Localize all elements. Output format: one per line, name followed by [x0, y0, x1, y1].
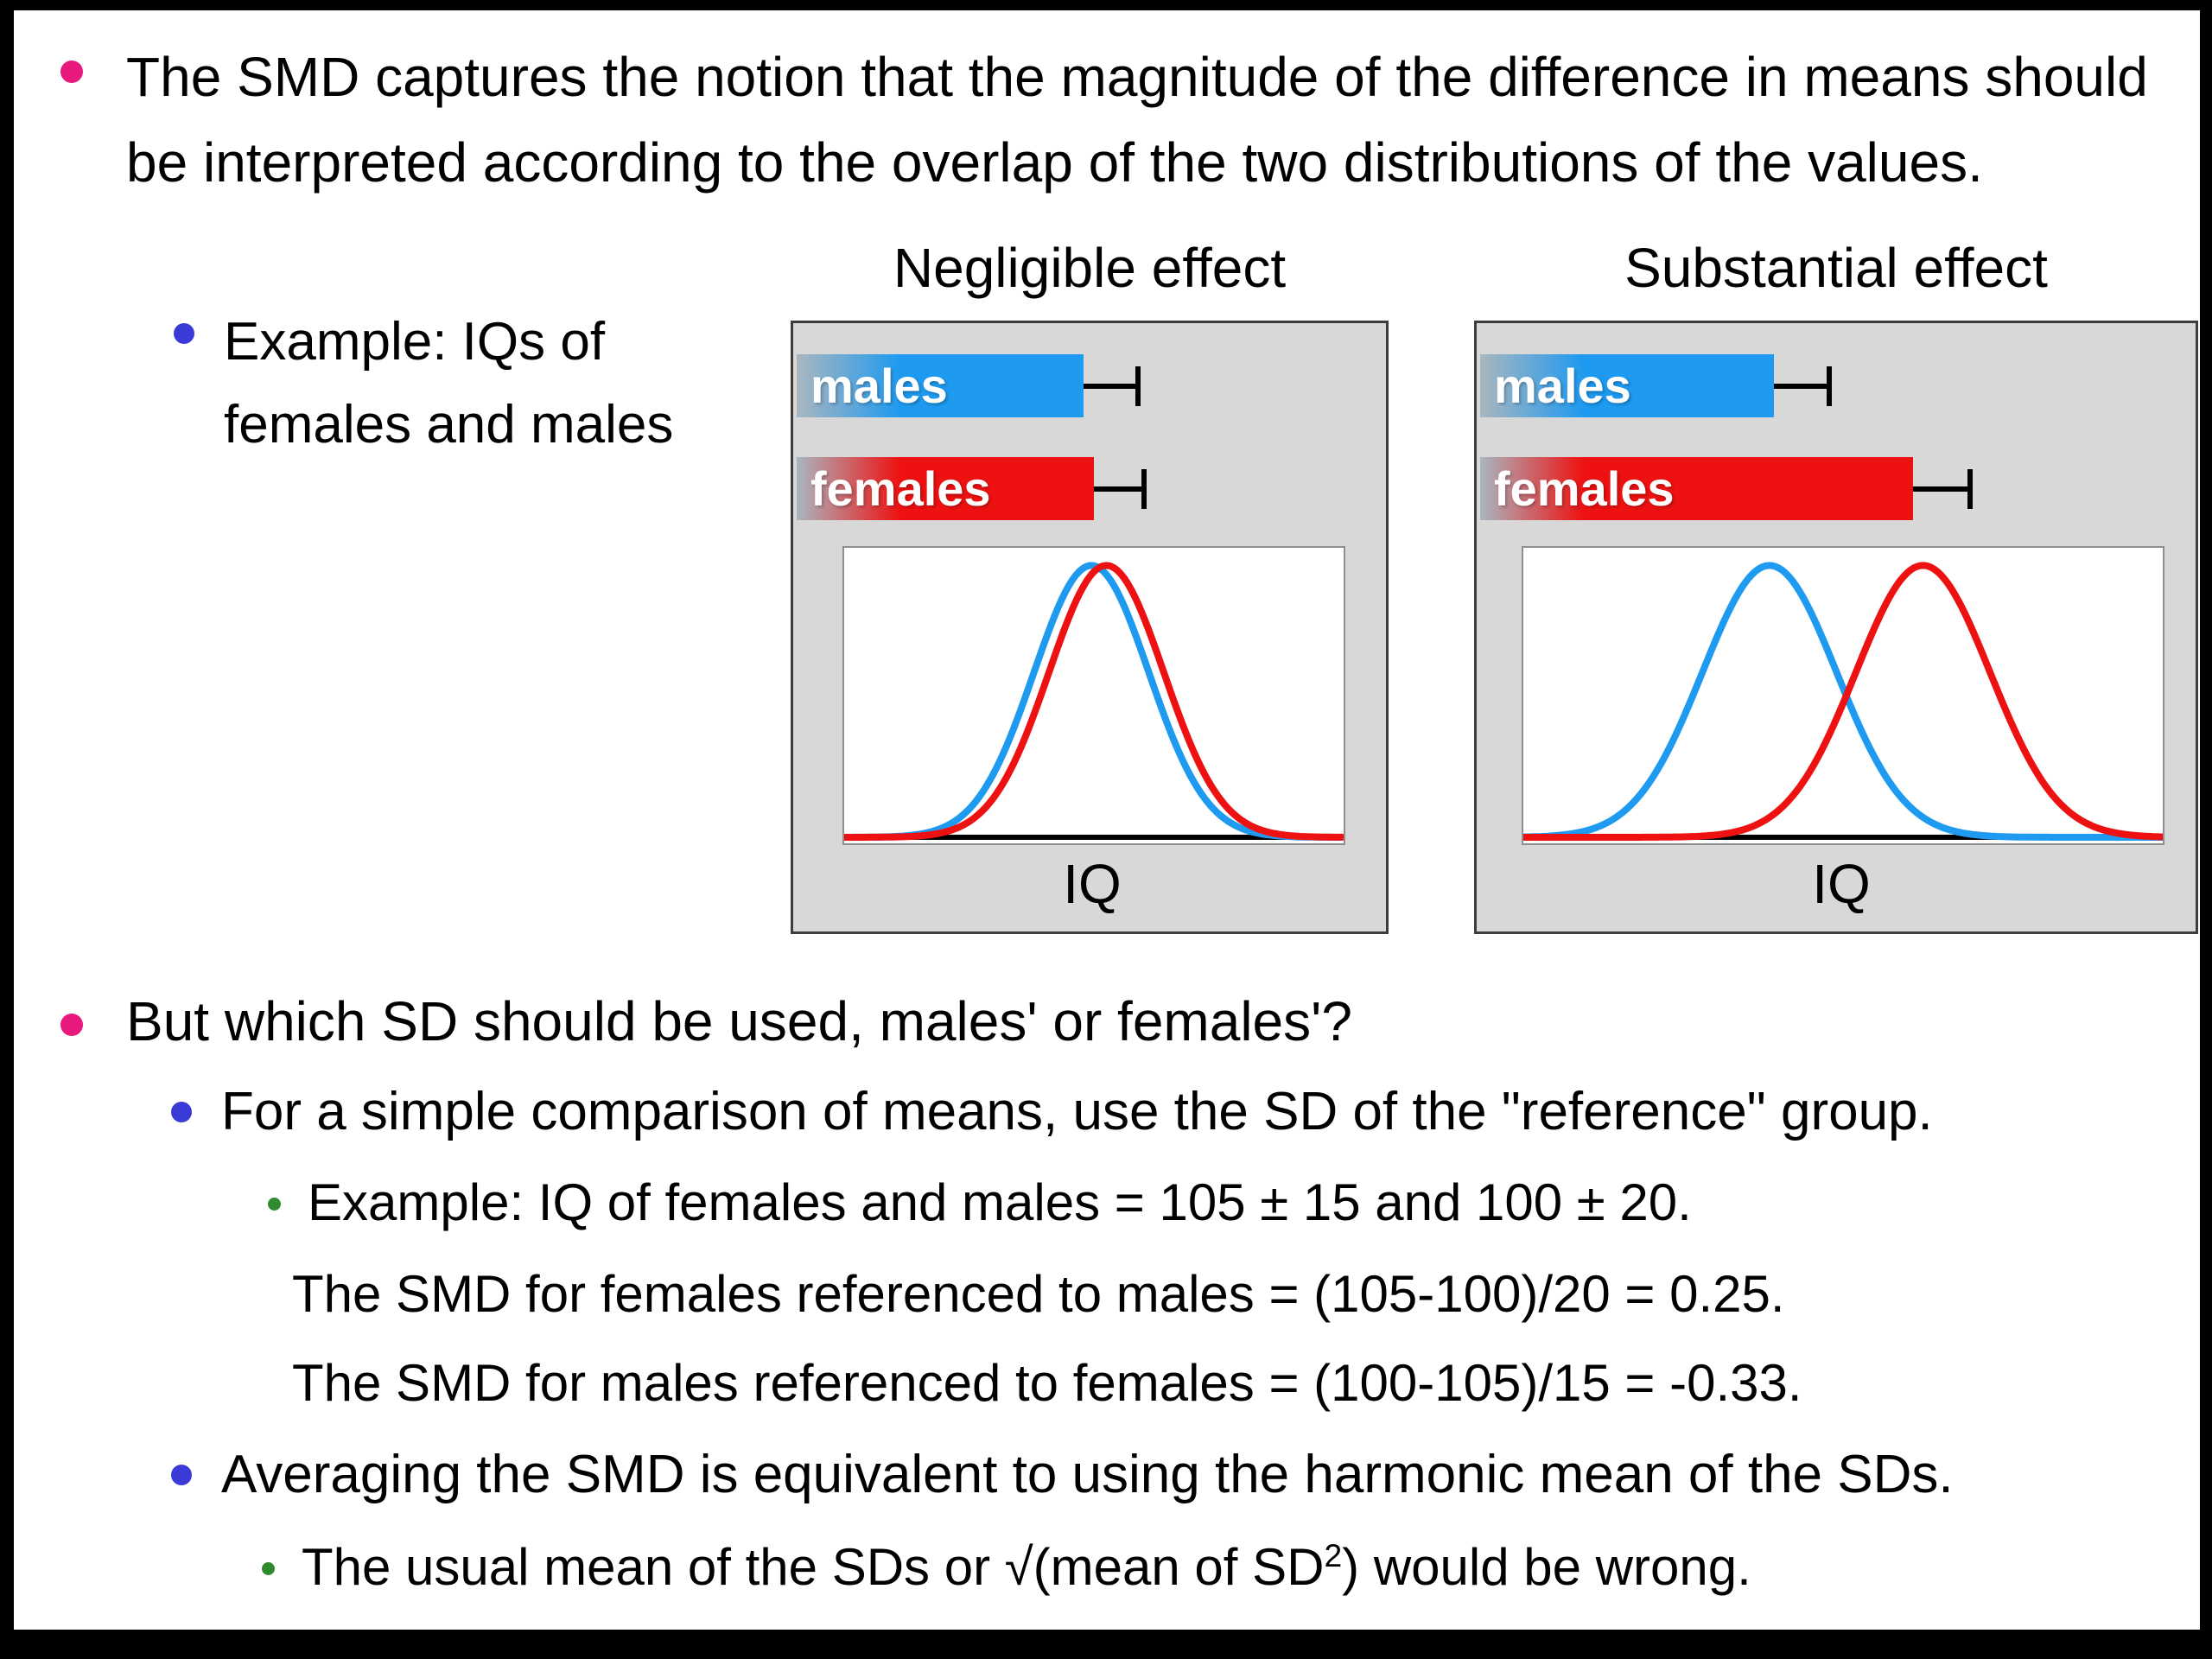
males-error-bar-cap	[1135, 365, 1141, 406]
bullet-icon	[60, 60, 83, 83]
bullet-icon	[171, 1102, 192, 1122]
males-bar: males	[1480, 354, 1775, 417]
females-error-bar	[1094, 486, 1145, 492]
bullet-text: But which SD should be used, males' or f…	[126, 990, 1352, 1052]
bullet-text: The usual mean of the SDs or √(mean of S…	[302, 1537, 1751, 1596]
line-text: The SMD for males referenced to females …	[292, 1354, 1802, 1412]
distribution-curves	[844, 562, 1344, 841]
females-error-bar-cap	[1967, 468, 1974, 509]
slide: The SMD captures the notion that the mag…	[14, 10, 2200, 1630]
x-axis-label: IQ	[1063, 853, 1122, 915]
males-error-bar-cap	[1827, 365, 1833, 406]
bullet-iq-example-values: Example: IQ of females and males = 105 ±…	[268, 1171, 1692, 1234]
line-smd-males: The SMD for males referenced to females …	[292, 1351, 1802, 1414]
bullet-which-sd: But which SD should be used, males' or f…	[60, 988, 1352, 1055]
males-bar-row: males	[797, 354, 1381, 417]
bullet-text: Averaging the SMD is equivalent to using…	[221, 1445, 1954, 1504]
bullet-icon	[268, 1198, 281, 1211]
females-error-bar	[1912, 486, 1971, 492]
figure-substantial-effect: Substantial effect males females IQ	[1474, 237, 2198, 934]
line-text: The SMD for females referenced to males …	[292, 1265, 1785, 1323]
females-bar: females	[797, 457, 1095, 520]
bullet-text: Example: IQs of females and males	[224, 312, 674, 455]
bullet-smd-overlap: The SMD captures the notion that the mag…	[60, 35, 2178, 206]
females-bar-label: females	[1494, 461, 1675, 516]
figure-negligible-effect: Negligible effect males females IQ	[791, 237, 1389, 934]
bullet-icon	[174, 323, 194, 344]
bullet-icon	[262, 1562, 275, 1575]
females-bar-row: females	[797, 457, 1381, 520]
panel-title: Negligible effect	[893, 237, 1287, 299]
superscript-2: 2	[1324, 1537, 1343, 1573]
bullet-text: Example: IQ of females and males = 105 ±…	[308, 1173, 1692, 1231]
x-axis-label: IQ	[1812, 853, 1871, 915]
bullet-icon	[171, 1465, 192, 1485]
panel-box: males females IQ	[791, 321, 1389, 934]
bullet-harmonic-mean: Averaging the SMD is equivalent to using…	[171, 1442, 1954, 1508]
males-error-bar	[1083, 383, 1139, 389]
bullet-wrong-mean: The usual mean of the SDs or √(mean of S…	[262, 1535, 1751, 1599]
females-bar-label: females	[810, 461, 991, 516]
males-error-bar	[1774, 383, 1830, 389]
bullet-text: For a simple comparison of means, use th…	[221, 1082, 1933, 1141]
distribution-plot	[842, 546, 1345, 845]
females-bar-row: females	[1480, 457, 2190, 520]
males-bar: males	[797, 354, 1084, 417]
males-bar-label: males	[1494, 359, 1631, 413]
bullet-icon	[60, 1014, 83, 1036]
distribution-curves	[1523, 562, 2163, 841]
distribution-plot	[1522, 546, 2164, 845]
panel-title: Substantial effect	[1624, 237, 2048, 299]
panel-box: males females IQ	[1474, 321, 2198, 934]
males-bar-row: males	[1480, 354, 2190, 417]
females-bar: females	[1480, 457, 1913, 520]
bullet-reference-group: For a simple comparison of means, use th…	[171, 1079, 1933, 1145]
males-bar-label: males	[810, 359, 948, 413]
females-error-bar-cap	[1141, 468, 1147, 509]
bullet-text: The SMD captures the notion that the mag…	[126, 46, 2148, 194]
line-smd-females: The SMD for females referenced to males …	[292, 1262, 1785, 1325]
bullet-example-iq: Example: IQs of females and males	[174, 301, 794, 467]
